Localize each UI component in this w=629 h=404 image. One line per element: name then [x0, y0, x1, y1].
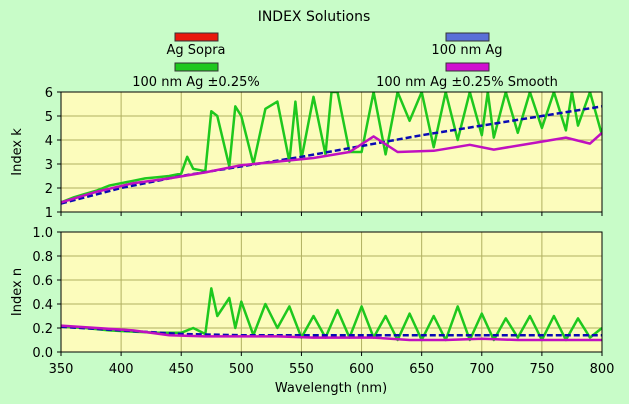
legend-swatch-smooth — [445, 62, 490, 72]
plot-frame-n — [60, 231, 603, 353]
y-tick-label-n: 0.8 — [32, 250, 53, 265]
x-tick-label: 650 — [409, 362, 434, 377]
chart-title: INDEX Solutions — [258, 9, 371, 25]
x-tick-label: 700 — [469, 362, 494, 377]
series-smooth-k — [61, 131, 602, 204]
y-axis-label-k: Index k — [10, 128, 25, 176]
y-tick-label-n: 0.0 — [32, 346, 53, 361]
series-group-n — [61, 287, 602, 342]
series-group-k — [61, 92, 602, 205]
y-tick-label-n: 0.2 — [32, 322, 53, 337]
legend: Ag Sopra 100 nm Ag 100 nm Ag ±0.25% 100 … — [132, 32, 558, 90]
legend-swatch-sopra — [174, 32, 219, 42]
x-tick-label: 400 — [109, 362, 134, 377]
x-tick-label: 450 — [169, 362, 194, 377]
legend-item-noisy[interactable]: 100 nm Ag ±0.25% — [132, 62, 260, 90]
y-tick-label-n: 0.4 — [32, 298, 53, 313]
x-tick-label: 800 — [590, 362, 615, 377]
y-tick-label-k: 3 — [45, 158, 53, 173]
y-tick-label-k: 4 — [45, 134, 53, 149]
y-tick-label-k: 6 — [45, 86, 53, 101]
y-tick-label-k: 5 — [45, 110, 53, 125]
x-tick-label: 600 — [349, 362, 374, 377]
y-tick-label-k: 1 — [45, 206, 53, 221]
legend-item-sopra[interactable]: Ag Sopra — [166, 32, 226, 58]
x-axis-label: Wavelength (nm) — [275, 381, 387, 396]
legend-swatch-nominal — [445, 32, 490, 42]
y-axis-label-n: Index n — [10, 268, 25, 316]
legend-item-smooth[interactable]: 100 nm Ag ±0.25% Smooth — [376, 62, 558, 90]
legend-label-sopra: Ag Sopra — [166, 43, 225, 58]
y-tick-label-n: 1.0 — [32, 226, 53, 241]
series-noisy-k — [61, 92, 602, 204]
plot-frame-k — [60, 91, 603, 213]
x-tick-label: 750 — [529, 362, 554, 377]
legend-item-nominal[interactable]: 100 nm Ag — [431, 32, 503, 58]
x-tick-label: 500 — [229, 362, 254, 377]
x-tick-label: 350 — [49, 362, 74, 377]
legend-label-smooth: 100 nm Ag ±0.25% Smooth — [376, 75, 558, 90]
legend-label-nominal: 100 nm Ag — [431, 43, 502, 58]
series-smooth-n — [61, 324, 602, 342]
y-tick-label-k: 2 — [45, 182, 53, 197]
plot-panel-n: 350 400 450 500 550 600 650 700 750 800 0.0 0.2 0.4 0… — [10, 226, 614, 377]
plot-panel-k: 1 2 3 4 5 6 Index k — [10, 86, 603, 221]
y-tick-label-n: 0.6 — [32, 274, 53, 289]
x-tick-label: 550 — [289, 362, 314, 377]
legend-swatch-noisy — [174, 62, 219, 72]
legend-label-noisy: 100 nm Ag ±0.25% — [132, 75, 259, 90]
